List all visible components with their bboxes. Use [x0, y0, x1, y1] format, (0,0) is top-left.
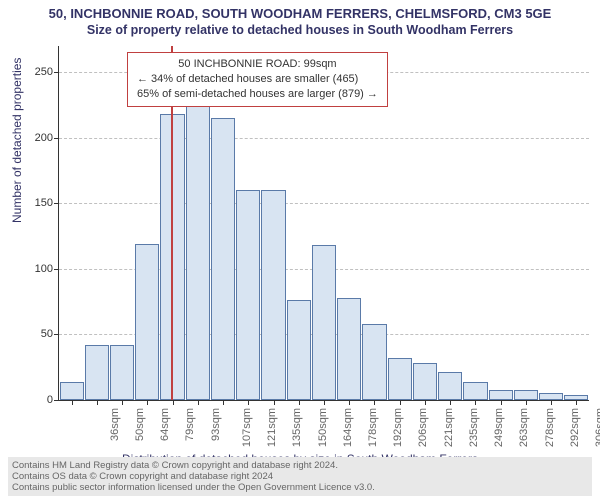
y-tick-mark [54, 400, 59, 401]
x-tick-mark [349, 400, 350, 405]
histogram-bar [211, 118, 235, 400]
x-tick-mark [526, 400, 527, 405]
x-tick-label: 121sqm [266, 408, 278, 447]
y-tick-mark [54, 138, 59, 139]
histogram-bar [312, 245, 336, 400]
histogram-bar [514, 390, 538, 400]
info-line-2: ← 34% of detached houses are smaller (46… [137, 72, 378, 87]
x-tick-label: 93sqm [210, 408, 222, 441]
x-tick-mark [198, 400, 199, 405]
x-tick-mark [400, 400, 401, 405]
title-line-1: 50, INCHBONNIE ROAD, SOUTH WOODHAM FERRE… [0, 0, 600, 21]
histogram-bar [438, 372, 462, 400]
histogram-bar [337, 298, 361, 400]
histogram-bar [388, 358, 412, 400]
x-tick-label: 64sqm [159, 408, 171, 441]
info-box: 50 INCHBONNIE ROAD: 99sqm← 34% of detach… [127, 52, 388, 107]
info-line-1: 50 INCHBONNIE ROAD: 99sqm [137, 57, 378, 72]
x-tick-label: 150sqm [317, 408, 329, 447]
y-tick-label: 250 [13, 66, 53, 78]
histogram-bar [186, 98, 210, 400]
x-tick-mark [97, 400, 98, 405]
x-tick-label: 249sqm [493, 408, 505, 447]
histogram-bar [236, 190, 260, 400]
grid-line [59, 138, 589, 139]
x-tick-label: 206sqm [418, 408, 430, 447]
x-tick-label: 50sqm [134, 408, 146, 441]
chart-area: 05010015020025036sqm50sqm64sqm79sqm93sqm… [58, 46, 588, 400]
y-tick-mark [54, 334, 59, 335]
x-tick-mark [274, 400, 275, 405]
y-tick-label: 200 [13, 132, 53, 144]
x-tick-label: 278sqm [544, 408, 556, 447]
histogram-bar [413, 363, 437, 400]
x-tick-mark [501, 400, 502, 405]
histogram-bar [110, 345, 134, 400]
x-tick-mark [299, 400, 300, 405]
footer-line-2: Contains OS data © Crown copyright and d… [12, 471, 273, 482]
y-tick-mark [54, 203, 59, 204]
x-tick-mark [173, 400, 174, 405]
x-tick-mark [324, 400, 325, 405]
x-tick-label: 306sqm [594, 408, 600, 447]
x-tick-label: 178sqm [367, 408, 379, 447]
x-tick-label: 192sqm [392, 408, 404, 447]
x-tick-mark [147, 400, 148, 405]
x-tick-mark [475, 400, 476, 405]
histogram-bar [85, 345, 109, 400]
x-tick-label: 221sqm [443, 408, 455, 447]
x-tick-label: 263sqm [519, 408, 531, 447]
x-tick-mark [576, 400, 577, 405]
info-line-3: 65% of semi-detached houses are larger (… [137, 87, 378, 102]
x-tick-label: 135sqm [291, 408, 303, 447]
x-tick-mark [374, 400, 375, 405]
x-tick-mark [248, 400, 249, 405]
histogram-bar [463, 382, 487, 400]
x-tick-label: 164sqm [342, 408, 354, 447]
footer-line-1: Contains HM Land Registry data © Crown c… [12, 460, 338, 471]
x-tick-label: 235sqm [468, 408, 480, 447]
histogram-bar [60, 382, 84, 400]
x-tick-label: 36sqm [109, 408, 121, 441]
plot-area: 05010015020025036sqm50sqm64sqm79sqm93sqm… [58, 46, 589, 401]
y-tick-label: 50 [13, 328, 53, 340]
y-tick-label: 0 [13, 394, 53, 406]
histogram-bar [261, 190, 285, 400]
x-tick-mark [122, 400, 123, 405]
y-tick-label: 100 [13, 263, 53, 275]
x-tick-mark [223, 400, 224, 405]
x-tick-label: 292sqm [569, 408, 581, 447]
x-tick-mark [551, 400, 552, 405]
histogram-bar [287, 300, 311, 400]
y-tick-mark [54, 269, 59, 270]
x-tick-mark [72, 400, 73, 405]
x-tick-label: 79sqm [184, 408, 196, 441]
grid-line [59, 203, 589, 204]
x-tick-mark [450, 400, 451, 405]
footer-attribution: Contains HM Land Registry data © Crown c… [8, 457, 592, 496]
x-tick-mark [425, 400, 426, 405]
y-tick-mark [54, 72, 59, 73]
histogram-bar [362, 324, 386, 400]
x-tick-label: 107sqm [241, 408, 253, 447]
y-tick-label: 150 [13, 197, 53, 209]
histogram-bar [135, 244, 159, 400]
title-line-2: Size of property relative to detached ho… [0, 21, 600, 37]
histogram-bar [489, 390, 513, 400]
footer-line-3: Contains public sector information licen… [12, 482, 375, 493]
